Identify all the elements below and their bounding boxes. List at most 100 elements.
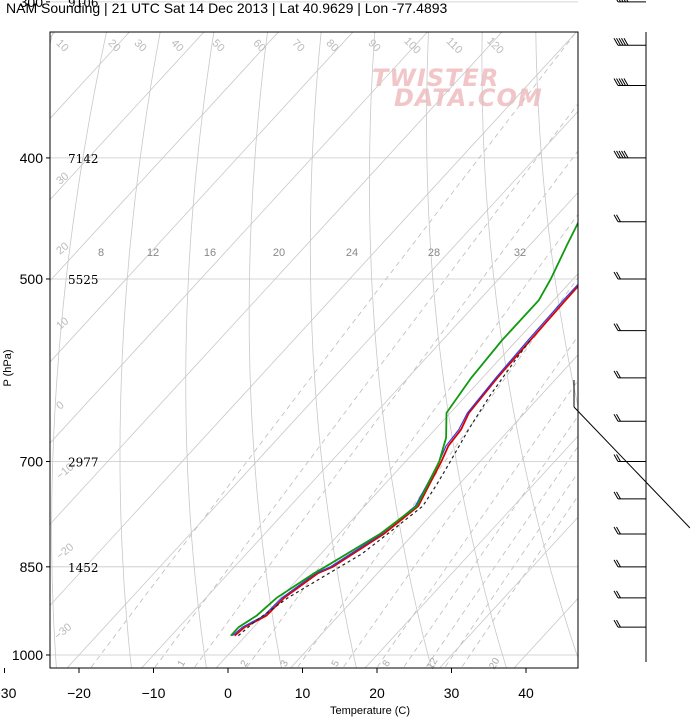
mixing-ratio-label: 20 xyxy=(487,656,502,672)
isotherm-label: 50 xyxy=(210,37,227,54)
dry-adiabat-line xyxy=(119,32,161,668)
wind-barb-feather xyxy=(616,414,621,422)
wind-barb-feather xyxy=(613,619,619,628)
dry-adiabat-line xyxy=(535,32,578,408)
wind-barb-feather xyxy=(616,323,621,331)
dry-adiabat-label: 0 xyxy=(54,399,66,412)
temperature-line xyxy=(234,284,578,637)
isotherm-line xyxy=(50,32,205,201)
isotherm-line xyxy=(50,32,56,38)
dry-adiabat-line xyxy=(50,32,54,46)
y-tick-label: 500 xyxy=(20,271,44,287)
y-tick-label: 400 xyxy=(20,150,44,166)
x-tick-label: 10 xyxy=(295,685,311,701)
plot-frame xyxy=(49,31,579,669)
mixing-ratio-lines xyxy=(90,32,578,668)
wind-barb-feather xyxy=(616,78,621,86)
wind-barb-feather xyxy=(613,78,619,86)
wind-barb-feather xyxy=(613,559,619,568)
parcel-line xyxy=(237,340,531,637)
wind-barb-feather xyxy=(613,491,619,500)
isotherm-line xyxy=(141,191,578,668)
isobars xyxy=(50,1,578,656)
dry-adiabat-line xyxy=(185,32,215,668)
wind-barb-feather xyxy=(613,271,619,280)
mixing-ratio-label: 2 xyxy=(239,658,252,669)
wind-barb-feather xyxy=(613,526,619,535)
dewpoint-line xyxy=(230,220,578,637)
isotherm-label: 90 xyxy=(366,37,383,54)
wind-barb-feather xyxy=(616,370,621,379)
x-tick-label: 40 xyxy=(518,685,534,701)
wind-barb-feather xyxy=(621,38,626,46)
x-tick-label: −10 xyxy=(142,685,166,701)
mixing-ratio-line xyxy=(296,277,578,668)
y-tick-label: 850 xyxy=(20,559,44,575)
dry-adiabat-label: 10 xyxy=(54,315,71,332)
isotherm-line xyxy=(50,32,130,120)
mixing-ratio-label: 16 xyxy=(204,247,216,259)
dry-adiabat-line xyxy=(368,32,432,668)
x-tick-label: 30 xyxy=(444,685,460,701)
x-tick-label: −30 xyxy=(0,685,17,701)
wind-barb-feather xyxy=(616,0,619,3)
isotherm-line xyxy=(0,0,555,681)
wind-barb-feather xyxy=(613,214,619,223)
chart-title: NAM Sounding | 21 UTC Sat 14 Dec 2013 | … xyxy=(6,0,448,16)
x-tick-label: 20 xyxy=(369,685,385,701)
isotherm-label: 70 xyxy=(290,37,307,54)
wind-barb-feather xyxy=(613,370,619,379)
dry-adiabat-line xyxy=(0,0,227,682)
isotherms xyxy=(0,0,690,681)
isotherm-line xyxy=(576,0,690,681)
mixing-ratio-label: 3 xyxy=(279,658,292,669)
isotherm-line xyxy=(50,32,279,282)
mixing-ratio-line xyxy=(444,472,578,668)
wind-barb-feather xyxy=(616,619,621,628)
x-axis-label: Temperature (C) xyxy=(330,705,410,717)
mixing-ratio-line xyxy=(245,213,578,668)
x-tick-label: 0 xyxy=(224,685,232,701)
isotherm-line xyxy=(50,32,354,363)
isotherm-line xyxy=(50,32,428,444)
mixing-ratio-line xyxy=(402,415,578,668)
mixing-ratio-label: 12 xyxy=(425,656,440,672)
mixing-ratio-label: 20 xyxy=(273,247,285,259)
height-label: 7142 xyxy=(68,152,99,166)
isotherm-label: 120 xyxy=(484,35,505,56)
wind-barb-feather xyxy=(621,150,626,159)
wind-barb-feather xyxy=(616,150,621,159)
isotherm-label: 80 xyxy=(324,37,341,54)
wind-barb-feather xyxy=(613,590,619,599)
temperature-axis: −30 −20 −10 0 10 20 30 40 xyxy=(0,668,534,701)
mixing-ratio-line xyxy=(460,495,578,668)
wind-barb-feather xyxy=(618,150,624,159)
wind-barb-feather xyxy=(623,78,629,86)
wind-barb-feather xyxy=(616,526,621,535)
isotherm-label: 40 xyxy=(169,37,186,54)
isotherm-label: 10 xyxy=(54,37,71,54)
hodograph-line xyxy=(573,406,690,529)
isotherm-line xyxy=(50,32,577,607)
sounding-profiles xyxy=(230,220,578,637)
plot-border xyxy=(49,31,579,669)
isotherm-label: 110 xyxy=(444,35,465,56)
dry-adiabat-line xyxy=(248,32,282,668)
dry-adiabat-label: 30 xyxy=(54,170,71,187)
dry-adiabat-label: −30 xyxy=(52,621,74,642)
isotherm-line xyxy=(290,354,578,668)
x-tick-label: −20 xyxy=(67,685,91,701)
dry-adiabat-label: −20 xyxy=(54,541,76,562)
isotherm-line xyxy=(66,110,578,668)
dry-adiabats xyxy=(0,0,578,682)
mixing-ratio-line xyxy=(376,379,578,668)
wind-barb-feather xyxy=(616,271,621,280)
isotherm-line xyxy=(439,516,578,668)
height-label: 1452 xyxy=(68,561,99,575)
mixing-ratio-line xyxy=(153,103,578,668)
y-tick-label: 300 xyxy=(20,0,44,10)
isotherm-label: 30 xyxy=(132,37,149,54)
wind-barb-feather xyxy=(613,454,619,462)
isotherm-line xyxy=(0,0,481,681)
